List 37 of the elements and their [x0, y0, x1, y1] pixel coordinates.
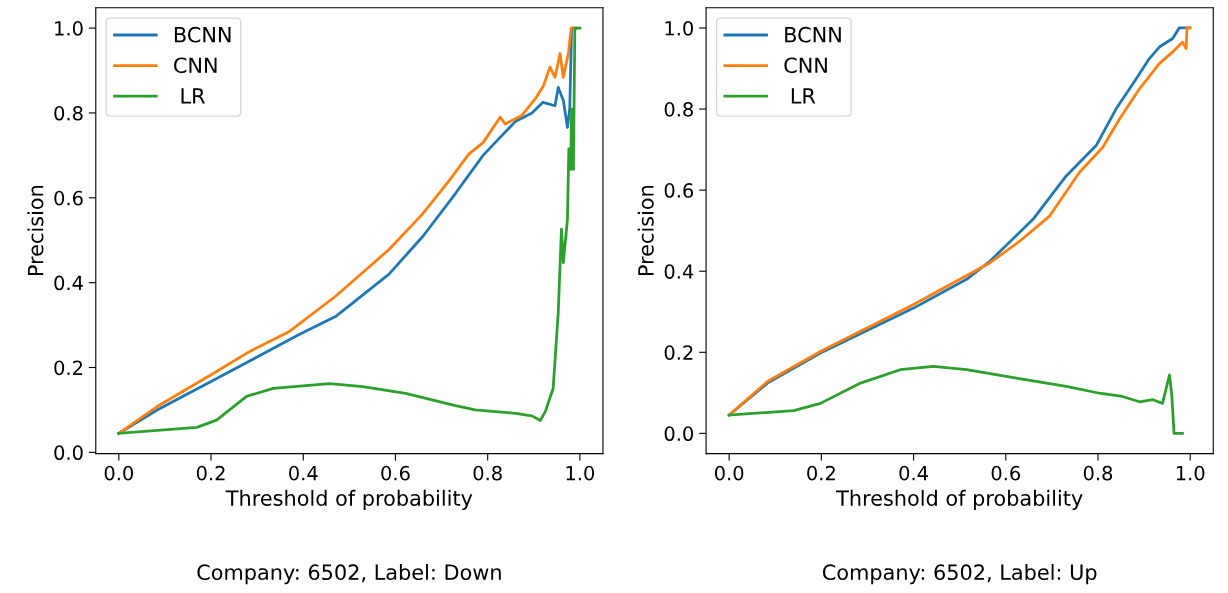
y-tick-label: 0.4 [664, 264, 694, 279]
legend-label: BCNN [174, 26, 231, 43]
x-tick-label: 0.2 [807, 465, 835, 481]
legend-label: LR [181, 88, 205, 104]
x-tick-label: 0.0 [714, 465, 744, 481]
x-tick-label: 0.2 [196, 465, 225, 481]
x-tick-label: 0.8 [1083, 465, 1113, 481]
legend-label: BCNN [785, 26, 841, 43]
y-tick-label: 0.0 [54, 445, 83, 461]
text: Company: 6502, Label: Down [197, 563, 501, 585]
y-tick-label: 1.0 [55, 21, 83, 36]
y-tick-label: 0.2 [54, 360, 83, 376]
text: Company: 6502, Label: Up [822, 563, 1097, 585]
x-tick-label: 1.0 [1176, 465, 1205, 481]
x-tick-label: 1.0 [566, 465, 595, 481]
y-tick-label: 0.6 [54, 190, 83, 206]
y-tick-label: 0.2 [664, 345, 693, 360]
line-series [727, 365, 1184, 435]
y-tick-label: 0.6 [664, 183, 694, 198]
y-tick-label: 0.8 [54, 105, 83, 121]
legend-label: LR [791, 88, 816, 104]
x-tick-label: 0.4 [289, 465, 318, 481]
x-tick-label: 0.0 [104, 465, 134, 481]
y-tick-label: 0.0 [664, 426, 693, 442]
x-tick-label: 0.6 [991, 465, 1021, 481]
y-axis-title: Precision [27, 185, 44, 276]
y-tick-label: 0.4 [54, 275, 83, 291]
x-axis-title: Threshold of probability [225, 489, 473, 510]
y-tick-label: 1.0 [665, 20, 693, 36]
x-axis-title: Threshold of probability [836, 489, 1083, 510]
x-tick-label: 0.6 [381, 465, 410, 481]
x-tick-label: 0.8 [473, 465, 502, 481]
legend-label: CNN [174, 57, 217, 74]
x-tick-label: 0.4 [899, 465, 928, 481]
y-axis-title: Precision [637, 185, 654, 276]
y-tick-label: 0.8 [664, 102, 693, 117]
legend-label: CNN [784, 57, 827, 74]
